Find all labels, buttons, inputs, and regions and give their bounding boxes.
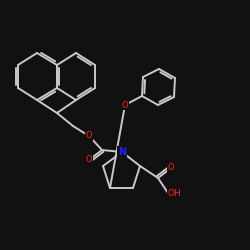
Text: O: O xyxy=(168,164,174,172)
Text: N: N xyxy=(118,147,126,157)
Text: OH: OH xyxy=(168,188,182,198)
Text: O: O xyxy=(86,156,92,164)
Text: O: O xyxy=(122,100,128,110)
Text: O: O xyxy=(86,132,92,140)
